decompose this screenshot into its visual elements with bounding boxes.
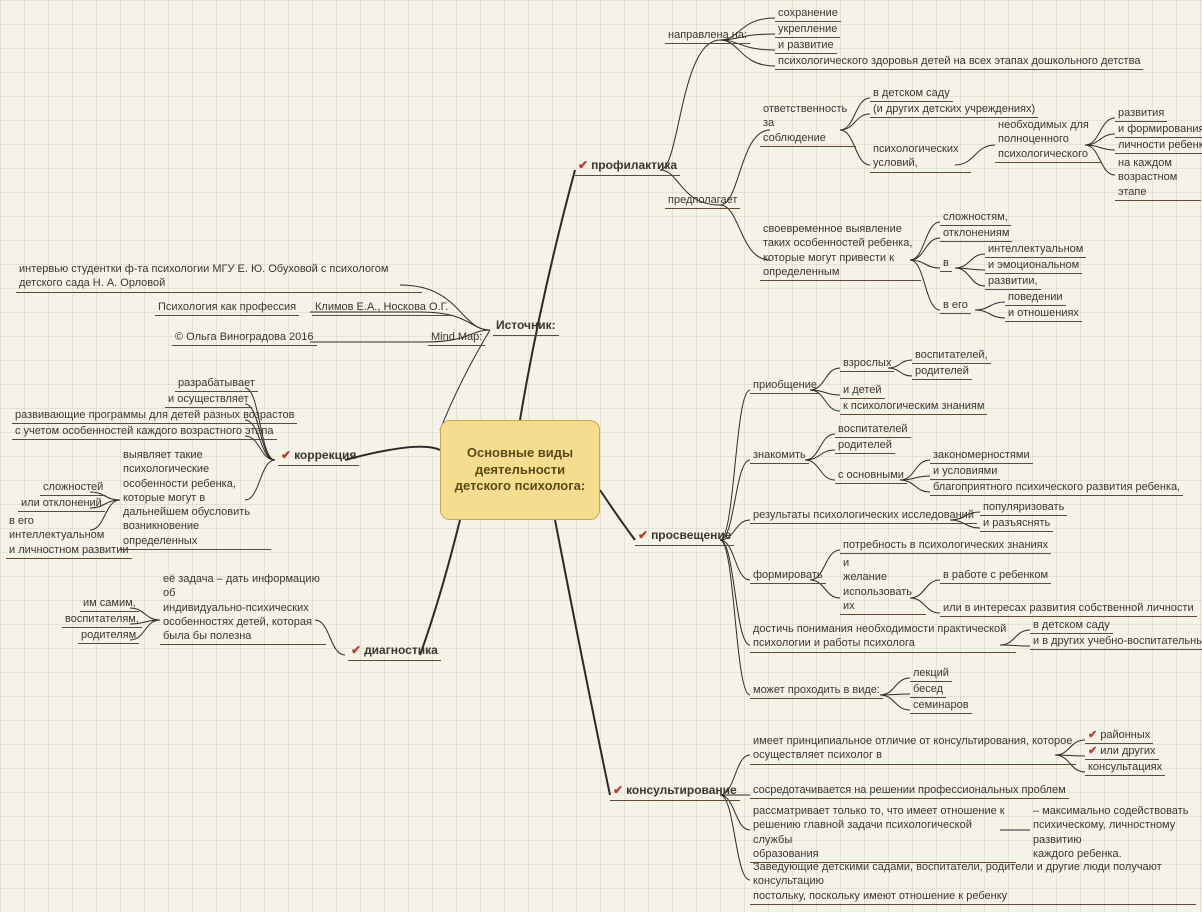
node-nnote: – максимально содействоватьпсихическому,… <box>1030 804 1202 862</box>
node-responsib: ответственностьзасоблюдение <box>760 102 856 147</box>
node-eother: и в других учебно-воспитательных учрежде… <box>1030 634 1202 650</box>
node-echildren: и детей <box>840 383 885 399</box>
node-assumes: предполагает <box>665 193 740 209</box>
node-ework: в работе с ребенком <box>940 568 1051 584</box>
node-emot: и эмоциональном <box>985 258 1082 274</box>
node-psycond: психологическихусловий, <box>870 142 971 173</box>
node-eattach: приобщение <box>750 378 820 394</box>
node-nconsider: рассматривает только то, что имеет отнош… <box>750 804 1016 863</box>
node-authors: Климов Е.А., Носкова О.Г. <box>312 300 451 316</box>
node-dev2: развития <box>1115 106 1167 122</box>
node-preserve: сохранение <box>775 6 841 22</box>
node-nheads: Заведующие детскими садами, воспитатели,… <box>750 860 1196 905</box>
node-eselfdev: или в интересах развития собственной лич… <box>940 601 1197 617</box>
node-eexplain: и разъяснять <box>980 516 1053 532</box>
node-stage: на каждомвозрастном этапе <box>1115 156 1201 201</box>
node-eacq: знакомить <box>750 448 809 464</box>
central-topic: Основные виды деятельности детского псих… <box>440 420 600 520</box>
node-eunderstand: достичь понимания необходимости практиче… <box>750 622 1016 653</box>
node-cimpl: и осуществляет <box>165 392 252 408</box>
node-psyhealth: психологического здоровья детей на всех … <box>775 54 1143 70</box>
node-develop: и развитие <box>775 38 837 54</box>
node-cintel: в его интеллектуальноми личностном разви… <box>6 514 132 559</box>
branch-education: просвещение <box>635 528 734 546</box>
node-cacct: с учетом особенностей каждого возрастног… <box>12 424 277 440</box>
branch-source: Источник: <box>493 318 559 336</box>
node-rel: и отношениях <box>1005 306 1082 322</box>
node-dself: им самим, <box>80 596 139 612</box>
mindmap-canvas: Основные виды деятельности детского псих… <box>0 0 1202 912</box>
node-direct: направлена на: <box>665 28 750 44</box>
node-eresults: результаты психологических исследований <box>750 508 977 524</box>
branch-diagnostics: диагностика <box>348 643 441 661</box>
node-dparent: родителям <box>78 628 139 644</box>
node-dev3: отклонениям <box>940 226 1012 242</box>
node-epopular: популяризовать <box>980 500 1067 516</box>
node-eeducators: воспитателей, <box>912 348 991 364</box>
node-strength: укрепление <box>775 22 840 38</box>
node-cdev2: или отклонений <box>18 496 105 512</box>
node-profession: Психология как профессия <box>155 300 299 316</box>
node-creveal: выявляет такиепсихологическиеособенности… <box>120 448 271 550</box>
node-pers: личности ребенка <box>1115 138 1202 154</box>
node-eeduc2: воспитателей <box>835 422 911 438</box>
node-edsad: в детском саду <box>1030 618 1113 634</box>
node-emain: с основными <box>835 468 907 484</box>
node-compl: сложностям, <box>940 210 1011 226</box>
node-dtask: её задача – дать информациюобиндивидуаль… <box>160 572 326 645</box>
node-efavdev: благоприятного психического развития реб… <box>930 480 1183 496</box>
branch-mindmap: Mind Map: <box>428 330 485 346</box>
node-ccompl: сложностей <box>40 480 106 496</box>
node-eregul: закономерностями <box>930 448 1033 464</box>
node-in: в <box>940 256 952 272</box>
node-etalk: бесед <box>910 682 946 698</box>
node-copyright: © Ольга Виноградова 2016 <box>172 330 317 346</box>
node-intel: интеллектуальном <box>985 242 1086 258</box>
node-elect: лекций <box>910 666 952 682</box>
node-form: и формирования <box>1115 122 1202 138</box>
node-ndistrict: районных <box>1085 728 1153 744</box>
node-cdev: разрабатывает <box>175 376 258 392</box>
node-kindergarten: в детском саду <box>870 86 953 102</box>
node-eadults: взрослых <box>840 356 894 372</box>
node-eform: формировать <box>750 568 826 584</box>
node-edesire: ижеланиеиспользоватьих <box>840 556 926 615</box>
node-behav: поведении <box>1005 290 1066 306</box>
node-razv: развитии, <box>985 274 1041 290</box>
node-deduc: воспитателям, <box>62 612 142 628</box>
node-esem: семинаров <box>910 698 972 714</box>
branch-prophylaxis: профилактика <box>575 158 680 176</box>
node-etoknow: к психологическим знаниям <box>840 399 987 415</box>
node-nfocus: сосредотачивается на решении профессиона… <box>750 783 1069 799</box>
node-cprog: развивающие программы для детей разных в… <box>12 408 297 424</box>
node-inhis: в его <box>940 298 971 314</box>
branch-correction: коррекция <box>278 448 359 466</box>
node-emayform: может проходить в виде: <box>750 683 883 699</box>
node-interview: интервью студентки ф-та психологии МГУ Е… <box>16 262 422 293</box>
node-needed: необходимых дляполноценногопсихологическ… <box>995 118 1101 163</box>
branch-consulting: консультирование <box>610 783 740 801</box>
node-nconsult: консультациях <box>1085 760 1165 776</box>
node-eneed: потребность в психологических знаниях <box>840 538 1051 554</box>
node-epar2: родителей <box>835 438 895 454</box>
node-otherinst: (и других детских учреждениях) <box>870 102 1038 118</box>
node-timely: своевременное выявлениетаких особенносте… <box>760 222 921 281</box>
node-econd: и условиями <box>930 464 1000 480</box>
node-nprinc: имеет принципиальное отличие от консульт… <box>750 734 1076 765</box>
node-norother: или других <box>1085 744 1159 760</box>
node-eparents: родителей <box>912 364 972 380</box>
